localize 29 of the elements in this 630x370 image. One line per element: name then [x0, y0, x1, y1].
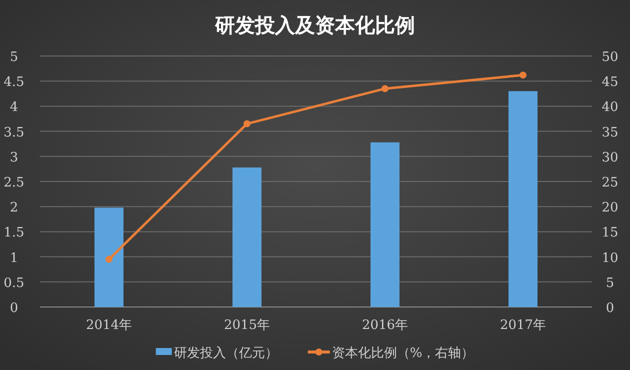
y2-tick-label: 45	[602, 75, 618, 90]
x-tick-label: 2017年	[500, 318, 546, 333]
legend-label: 资本化比例（%，右轴）	[332, 346, 474, 361]
y-tick-label: 3	[10, 150, 18, 166]
y2-tick-label: 20	[602, 200, 618, 216]
y-tick-label: 4.5	[4, 75, 24, 90]
y-tick-label: 2.5	[4, 176, 24, 190]
y-tick-label: 4	[10, 100, 18, 116]
y2-tick-label: 25	[602, 176, 618, 190]
y2-tick-label: 10	[602, 250, 618, 266]
y-tick-label: 2	[10, 200, 18, 216]
y2-tick-label: 30	[602, 150, 618, 166]
x-tick-label: 2016年	[362, 318, 408, 333]
y2-tick-label: 5	[606, 276, 614, 291]
y-tick-label: 0.5	[4, 276, 24, 291]
legend-label: 研发投入（亿元）	[174, 346, 278, 361]
x-tick-label: 2015年	[224, 318, 270, 333]
y2-tick-label: 0	[606, 301, 614, 316]
y2-tick-label: 50	[602, 50, 618, 65]
y-tick-label: 0	[10, 301, 18, 316]
chart-title: 研发投入及资本化比例	[214, 13, 415, 37]
y-tick-label: 1	[10, 250, 18, 266]
y2-tick-label: 15	[602, 226, 618, 241]
y-tick-label: 1.5	[4, 226, 24, 241]
x-tick-label: 2014年	[86, 318, 132, 333]
y-tick-label: 3.5	[4, 125, 24, 140]
y2-tick-label: 35	[602, 125, 618, 140]
y-tick-label: 5	[10, 50, 18, 65]
y2-tick-label: 40	[602, 100, 618, 116]
